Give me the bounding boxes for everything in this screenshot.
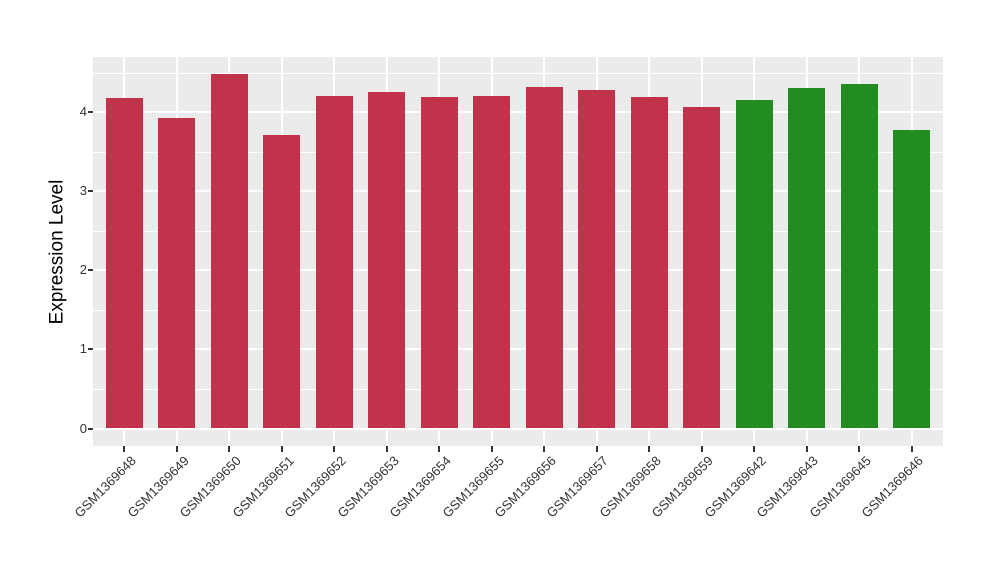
bar-GSM1369648 (105, 97, 143, 429)
x-tick-mark (280, 446, 283, 452)
bar-GSM1369646 (893, 130, 931, 429)
bar-GSM1369656 (525, 86, 563, 429)
x-tick-mark (700, 446, 703, 452)
x-tick-mark (910, 446, 913, 452)
x-tick-mark (438, 446, 441, 452)
y-tick-mark (88, 427, 93, 430)
bar-GSM1369655 (473, 96, 511, 429)
y-tick-label: 0 (79, 420, 87, 436)
y-tick-label: 2 (79, 262, 87, 278)
y-tick-label: 1 (79, 341, 87, 357)
y-tick-mark (88, 348, 93, 351)
gridline-minor-horizontal (93, 388, 943, 390)
gridline-major-horizontal (93, 111, 943, 114)
x-tick-mark (228, 446, 231, 452)
bar-GSM1369651 (263, 135, 301, 429)
x-tick-mark (595, 446, 598, 452)
bar-GSM1369649 (158, 117, 196, 429)
y-tick-mark (88, 190, 93, 193)
bar-GSM1369653 (368, 92, 406, 429)
x-tick-mark (123, 446, 126, 452)
x-tick-mark (543, 446, 546, 452)
x-tick-mark (490, 446, 493, 452)
bar-GSM1369658 (630, 97, 668, 429)
gridline-major-horizontal (93, 427, 943, 430)
gridline-minor-horizontal (93, 309, 943, 311)
y-tick-label: 4 (79, 104, 87, 120)
x-tick-mark (753, 446, 756, 452)
bar-GSM1369654 (420, 97, 458, 429)
plot-panel (93, 57, 943, 446)
y-axis-title-text: Expression Level (46, 179, 68, 324)
x-tick-mark (385, 446, 388, 452)
bar-GSM1369659 (683, 107, 721, 429)
gridline-major-horizontal (93, 269, 943, 272)
bar-GSM1369652 (315, 96, 353, 429)
bar-GSM1369650 (210, 74, 248, 429)
bar-GSM1369645 (840, 83, 878, 429)
bar-GSM1369657 (578, 89, 616, 429)
y-tick-label: 3 (79, 183, 87, 199)
x-tick-mark (333, 446, 336, 452)
gridline-major-horizontal (93, 190, 943, 193)
gridline-minor-horizontal (93, 230, 943, 232)
bar-GSM1369643 (788, 88, 826, 429)
x-tick-mark (648, 446, 651, 452)
x-tick-mark (175, 446, 178, 452)
y-tick-mark (88, 269, 93, 272)
y-tick-mark (88, 111, 93, 114)
x-tick-mark (858, 446, 861, 452)
gridline-minor-horizontal (93, 72, 943, 74)
gridline-major-horizontal (93, 348, 943, 351)
bar-GSM1369642 (735, 100, 773, 429)
x-tick-mark (805, 446, 808, 452)
gridline-minor-horizontal (93, 151, 943, 153)
